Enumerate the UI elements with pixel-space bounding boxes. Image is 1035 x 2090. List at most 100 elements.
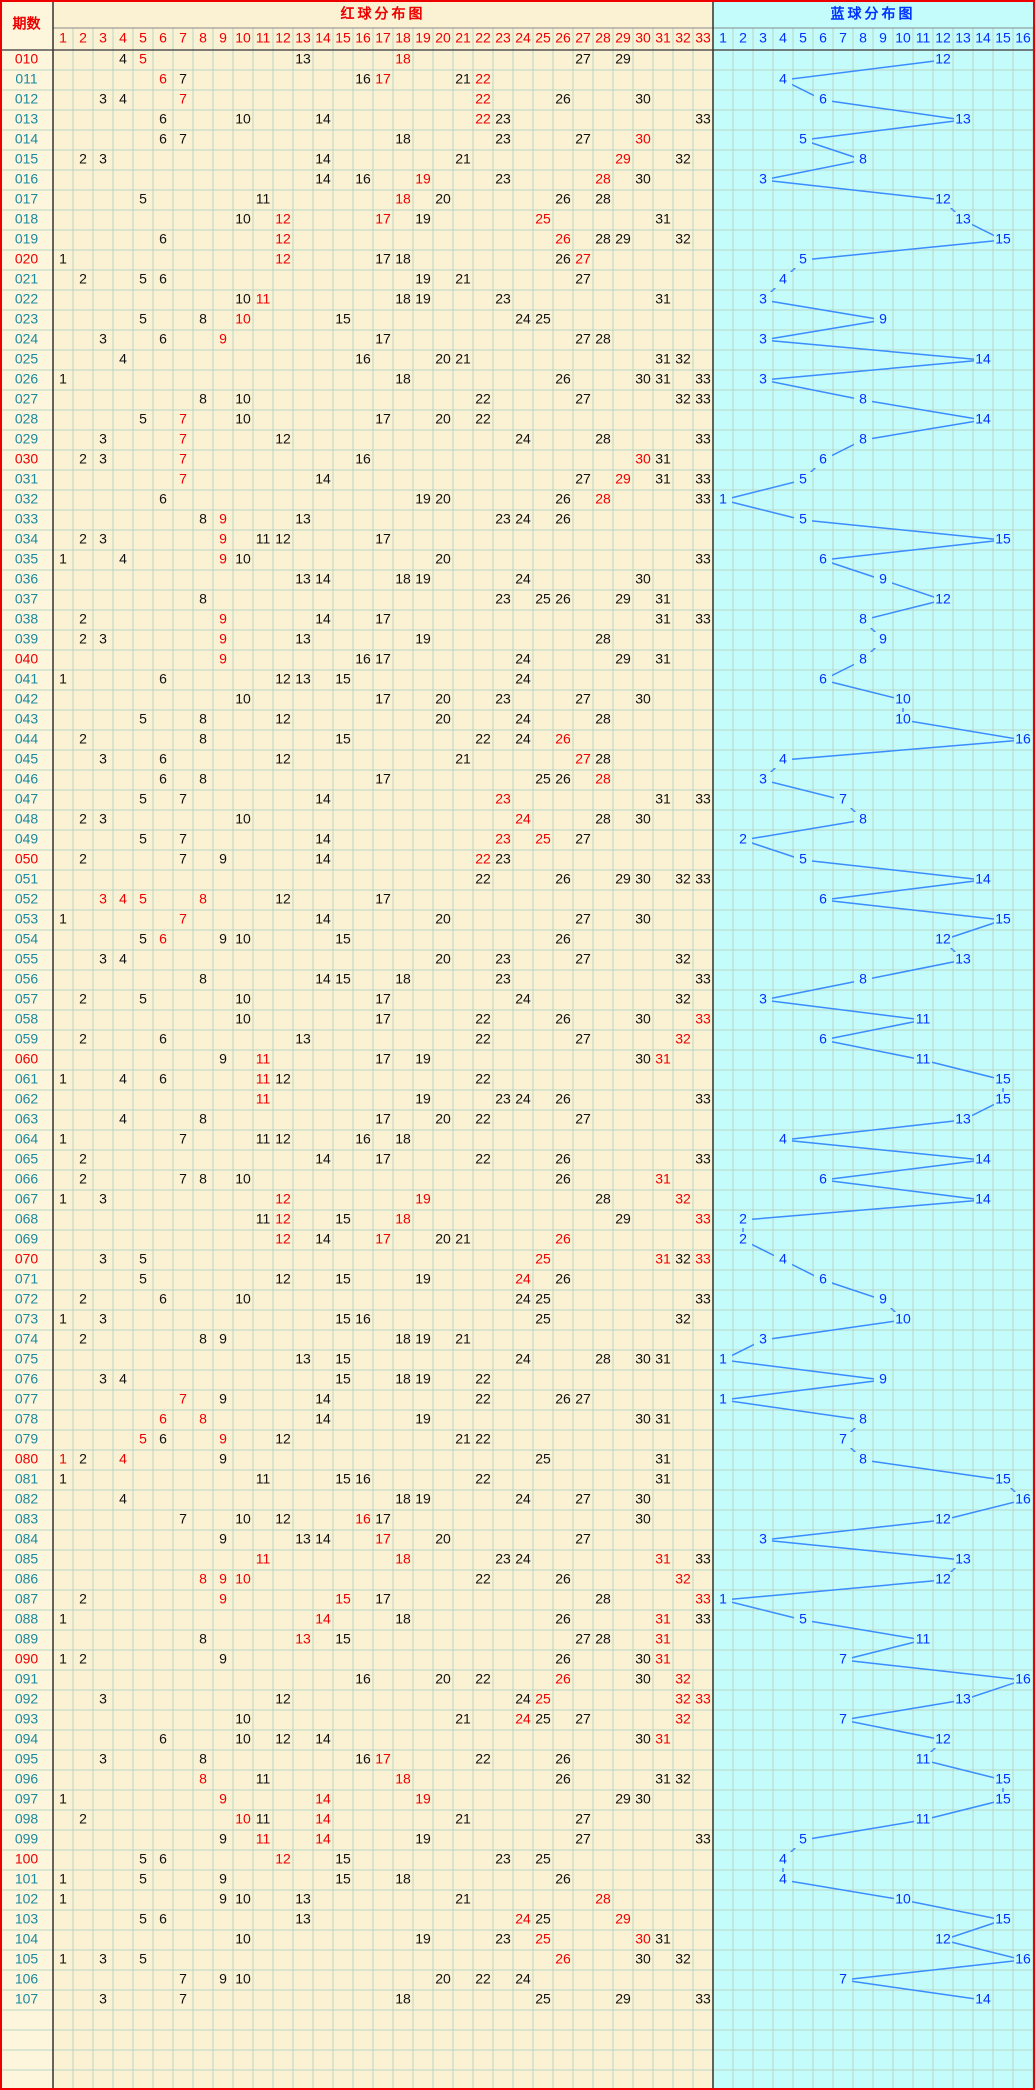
red-ball: 27	[575, 471, 591, 487]
period: 043	[15, 711, 39, 727]
red-ball: 26	[555, 1651, 571, 1667]
period: 028	[15, 411, 39, 427]
red-ball: 33	[695, 1251, 711, 1267]
red-ball: 21	[455, 1431, 471, 1447]
red-ball: 26	[555, 1151, 571, 1167]
red-ball: 27	[575, 51, 591, 67]
blue-column-number: 12	[935, 30, 951, 46]
red-ball: 30	[635, 871, 651, 887]
red-column-number: 30	[635, 30, 651, 46]
red-ball: 18	[395, 251, 411, 267]
blue-ball: 12	[935, 1731, 951, 1747]
red-ball: 2	[79, 1031, 87, 1047]
blue-ball-bg	[994, 232, 1012, 248]
red-ball: 10	[235, 291, 251, 307]
blue-ball-bg	[934, 932, 952, 948]
red-ball: 31	[655, 1351, 671, 1367]
period: 020	[15, 251, 39, 267]
period: 089	[15, 1631, 39, 1647]
red-ball: 1	[59, 671, 67, 687]
red-ball: 31	[655, 1651, 671, 1667]
red-ball: 26	[555, 771, 571, 787]
blue-ball-bg	[714, 1592, 732, 1608]
red-ball: 2	[79, 1811, 87, 1827]
red-ball: 26	[555, 191, 571, 207]
red-ball: 10	[235, 1731, 251, 1747]
red-ball: 23	[495, 291, 511, 307]
red-ball: 30	[635, 911, 651, 927]
red-ball: 33	[695, 971, 711, 987]
red-ball: 6	[159, 231, 167, 247]
red-ball: 24	[515, 1491, 531, 1507]
blue-ball-bg	[994, 1912, 1012, 1928]
blue-ball: 3	[759, 171, 767, 187]
red-ball: 27	[575, 911, 591, 927]
red-ball: 1	[59, 1451, 67, 1467]
red-ball: 24	[515, 1351, 531, 1367]
red-ball: 6	[159, 1431, 167, 1447]
red-ball: 12	[275, 211, 291, 227]
red-ball: 11	[256, 1211, 271, 1227]
red-ball: 5	[139, 831, 147, 847]
red-ball: 3	[99, 891, 107, 907]
red-ball: 33	[695, 1831, 711, 1847]
red-ball: 26	[555, 1611, 571, 1627]
blue-ball: 7	[839, 1711, 847, 1727]
red-ball: 27	[575, 331, 591, 347]
red-ball: 33	[695, 1691, 711, 1707]
red-ball: 30	[635, 1491, 651, 1507]
blue-ball: 12	[935, 191, 951, 207]
blue-ball-bg	[994, 1092, 1012, 1108]
red-ball: 14	[315, 791, 331, 807]
red-ball: 2	[79, 1291, 87, 1307]
blue-ball-bg	[994, 1772, 1012, 1788]
period: 040	[15, 651, 39, 667]
red-ball: 17	[375, 651, 391, 667]
red-ball: 23	[495, 1931, 511, 1947]
blue-ball: 10	[895, 1311, 911, 1327]
red-ball: 33	[695, 1611, 711, 1627]
red-ball: 22	[475, 1431, 491, 1447]
red-ball: 14	[315, 1391, 331, 1407]
red-ball: 2	[79, 1331, 87, 1347]
blue-ball: 15	[995, 1071, 1011, 1087]
red-ball: 28	[595, 1351, 611, 1367]
blue-ball: 10	[895, 691, 911, 707]
red-ball: 19	[415, 211, 431, 227]
red-ball: 27	[575, 1831, 591, 1847]
red-ball: 14	[315, 1611, 331, 1627]
red-ball: 33	[695, 551, 711, 567]
red-ball: 27	[575, 1491, 591, 1507]
red-ball: 25	[535, 1931, 551, 1947]
red-ball: 18	[395, 571, 411, 587]
red-ball: 17	[375, 71, 391, 87]
blue-ball-bg	[754, 772, 772, 788]
blue-ball-bg	[754, 172, 772, 188]
blue-ball-bg	[814, 672, 832, 688]
red-ball: 23	[495, 851, 511, 867]
blue-ball: 15	[995, 531, 1011, 547]
blue-ball: 9	[879, 1291, 887, 1307]
red-ball: 28	[595, 1591, 611, 1607]
red-column-number: 19	[415, 30, 431, 46]
red-ball: 3	[99, 811, 107, 827]
red-ball: 10	[235, 1011, 251, 1027]
blue-ball-bg	[734, 1212, 752, 1228]
red-ball: 4	[119, 1451, 127, 1467]
blue-ball: 9	[879, 311, 887, 327]
red-ball: 9	[219, 1971, 227, 1987]
period: 076	[15, 1371, 39, 1387]
red-ball: 21	[455, 71, 471, 87]
red-ball: 17	[375, 1051, 391, 1067]
blue-ball-bg	[714, 1392, 732, 1408]
red-ball: 6	[159, 771, 167, 787]
red-ball: 26	[555, 1391, 571, 1407]
period: 092	[15, 1691, 39, 1707]
red-ball: 28	[595, 771, 611, 787]
blue-ball: 15	[995, 1911, 1011, 1927]
period: 095	[15, 1751, 39, 1767]
red-ball: 29	[615, 471, 631, 487]
red-ball: 23	[495, 971, 511, 987]
red-ball: 1	[59, 1791, 67, 1807]
